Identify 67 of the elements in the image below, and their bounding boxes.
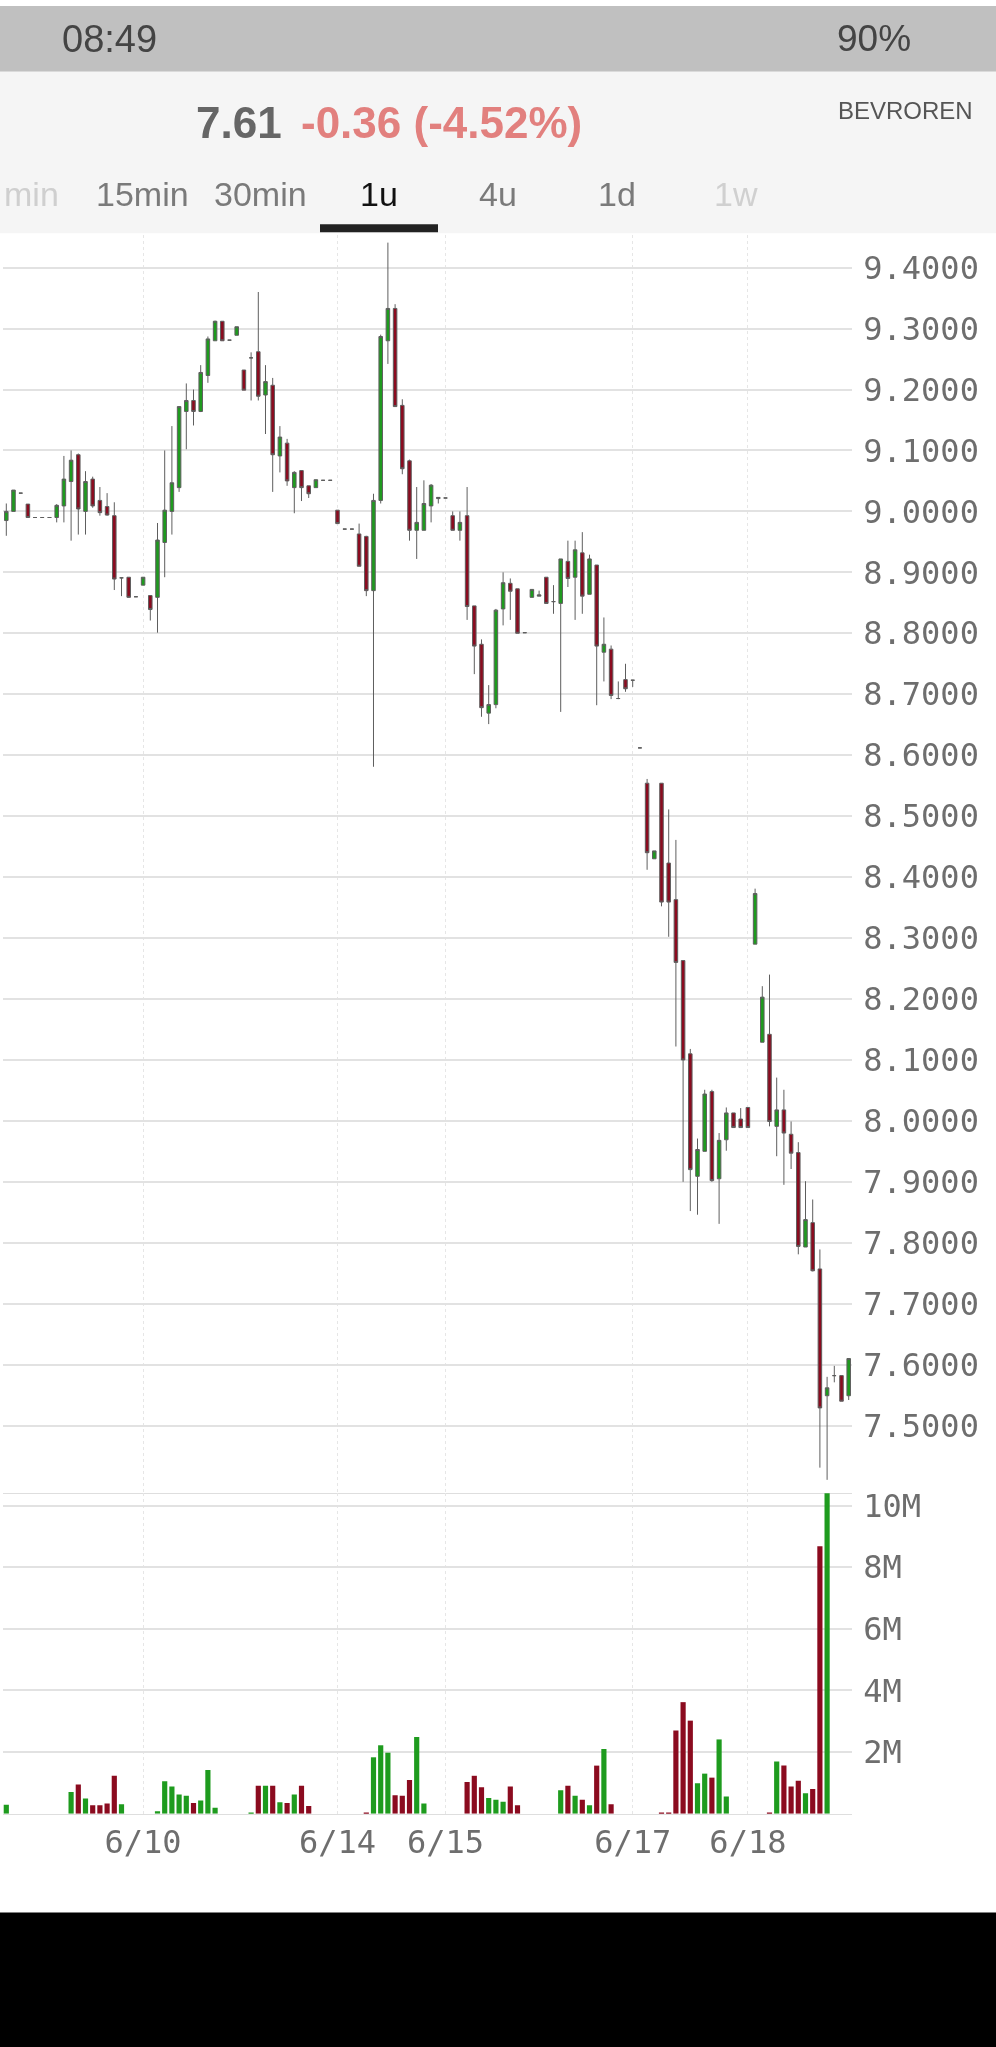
- bar: [673, 1730, 679, 1814]
- y-tick-label: 6M: [863, 1610, 902, 1649]
- bar: [75, 1784, 81, 1814]
- bar: [558, 1790, 564, 1814]
- bar: [579, 1799, 585, 1814]
- bar: [788, 1786, 794, 1814]
- bar: [493, 1799, 499, 1814]
- bar: [810, 1789, 816, 1814]
- bar: [795, 1780, 801, 1814]
- bar: [111, 1775, 117, 1814]
- bar: [97, 1805, 103, 1814]
- bar: [478, 1787, 485, 1814]
- bar: [514, 1805, 521, 1814]
- bar: [709, 1777, 715, 1814]
- bar: [270, 1785, 276, 1814]
- bar: [291, 1794, 297, 1814]
- y-tick-label: 10M: [863, 1486, 922, 1525]
- bar: [824, 1493, 830, 1814]
- bar: [90, 1805, 96, 1814]
- bar: [370, 1757, 377, 1814]
- bar: [694, 1783, 701, 1814]
- bar: [392, 1795, 398, 1814]
- bar: [464, 1781, 470, 1814]
- bar: [162, 1781, 168, 1814]
- bar: [486, 1797, 492, 1814]
- bar: [255, 1785, 261, 1814]
- x-tick-label: 6/17: [594, 1823, 672, 1862]
- bar: [68, 1792, 74, 1814]
- bar: [183, 1795, 189, 1814]
- bar: [565, 1785, 571, 1814]
- x-tick-label: 6/15: [406, 1823, 485, 1862]
- bar: [702, 1773, 708, 1814]
- bar: [817, 1546, 823, 1814]
- bar: [298, 1785, 305, 1814]
- bar: [198, 1800, 204, 1814]
- bar: [414, 1736, 420, 1814]
- bar: [594, 1765, 600, 1814]
- bar: [176, 1794, 182, 1814]
- bar: [205, 1769, 211, 1814]
- bar: [601, 1748, 607, 1814]
- bar: [169, 1786, 175, 1814]
- x-tick-label: 6/10: [104, 1823, 182, 1862]
- bar: [608, 1804, 614, 1814]
- bar: [687, 1720, 693, 1814]
- bar: [586, 1805, 593, 1814]
- bar: [716, 1739, 722, 1814]
- bar: [680, 1702, 686, 1814]
- bar: [277, 1802, 283, 1814]
- x-tick-label: 6/18: [709, 1823, 787, 1862]
- y-tick-label: 2M: [863, 1733, 902, 1772]
- y-tick-label: 4M: [863, 1671, 902, 1710]
- bar: [802, 1793, 809, 1814]
- x-tick-label: 6/14: [298, 1823, 377, 1862]
- bar: [507, 1786, 513, 1814]
- bar: [385, 1752, 391, 1814]
- bar: [572, 1795, 578, 1814]
- bar: [781, 1765, 787, 1814]
- bar: [406, 1780, 413, 1814]
- bar: [118, 1804, 125, 1814]
- bar: [399, 1795, 405, 1814]
- bar: [471, 1775, 477, 1814]
- bar: [82, 1798, 89, 1814]
- bar: [723, 1796, 729, 1814]
- y-tick-label: 8M: [863, 1548, 902, 1587]
- bar: [774, 1761, 780, 1814]
- bar: [262, 1785, 269, 1814]
- bar: [378, 1745, 384, 1814]
